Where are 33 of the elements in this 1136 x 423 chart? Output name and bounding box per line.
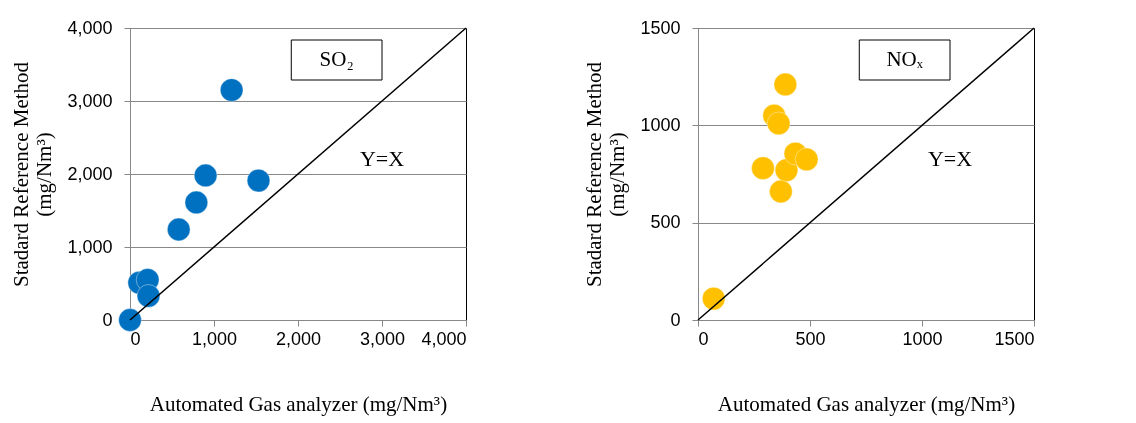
x-tick-label: 0 (698, 328, 709, 349)
y-axis-title: Stadard Reference Method (mg/Nm³) (582, 61, 630, 288)
y-axis-title: Stadard Reference Method (mg/Nm³) (9, 61, 57, 288)
point (118, 308, 142, 332)
point (184, 190, 209, 215)
y-tick-label: 1,000 (67, 236, 113, 257)
text: SO₂ (319, 47, 354, 71)
point (219, 78, 244, 102)
x-tick-label: 1500 (994, 328, 1035, 349)
x-tick-label: 0 (130, 328, 141, 349)
y-tick-label: 1500 (640, 17, 681, 38)
y-tick-label: 2,000 (67, 163, 113, 184)
x-tick-label: 4,000 (421, 328, 467, 349)
annotation: Y=X (359, 146, 405, 172)
y-tick-label: 0 (670, 309, 681, 330)
x-tick-label: 3,000 (359, 328, 406, 349)
text: NOₓ (886, 47, 924, 71)
point (193, 163, 218, 188)
y-tick-label: 3,000 (67, 90, 113, 111)
x-tick-label: 1,000 (191, 328, 238, 349)
x-tick-label: 2,000 (275, 328, 322, 349)
x-axis-title: Automated Gas analyzer (mg/Nm³) (149, 391, 448, 416)
x-tick-label: 1000 (902, 328, 943, 349)
point (166, 217, 191, 242)
y-tick-label: 0 (102, 309, 113, 330)
y-tick-label: 1000 (640, 114, 681, 135)
x-axis-title: Automated Gas analyzer (mg/Nm³) (717, 391, 1016, 416)
annotation: Y=X (927, 146, 973, 172)
point (246, 168, 271, 193)
point (136, 284, 161, 308)
x-tick-label: 500 (795, 328, 826, 349)
y-tick-label: 4,000 (67, 17, 113, 38)
y-tick-label: 500 (650, 212, 681, 233)
